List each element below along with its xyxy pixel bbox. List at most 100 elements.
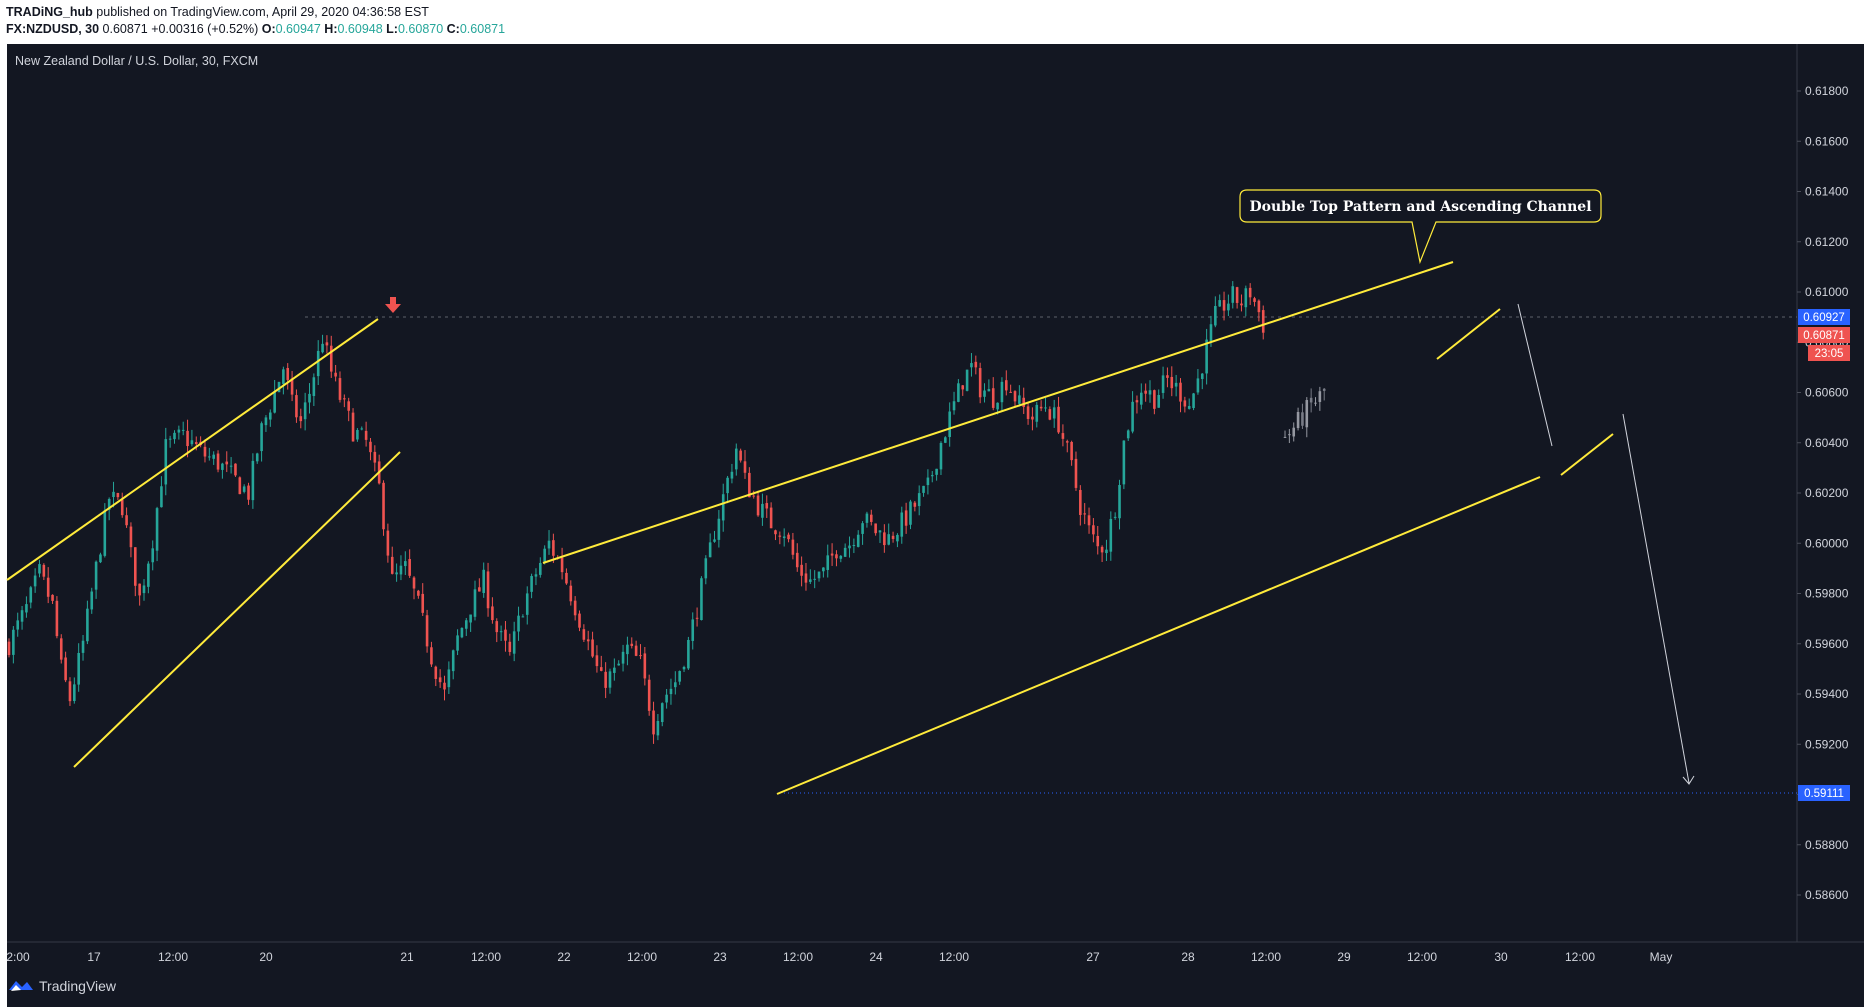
price-tick-label: 0.61800 xyxy=(1805,84,1849,98)
projected-candle xyxy=(1309,397,1313,403)
low-label: L: xyxy=(386,22,398,36)
candle xyxy=(578,613,581,628)
candle xyxy=(1153,390,1156,409)
candle xyxy=(303,402,307,420)
candle xyxy=(1192,393,1195,409)
candle xyxy=(238,477,242,495)
candle xyxy=(591,639,594,657)
candle xyxy=(630,643,634,646)
candle xyxy=(952,401,956,411)
candle xyxy=(447,669,451,688)
candle xyxy=(682,666,686,670)
candle xyxy=(277,381,281,393)
open-value: 0.60947 xyxy=(275,22,321,36)
candle xyxy=(103,510,107,556)
candle xyxy=(425,615,429,647)
candle xyxy=(883,532,886,546)
candle xyxy=(634,645,638,656)
candle xyxy=(473,589,477,617)
candle xyxy=(896,534,899,542)
candle xyxy=(856,534,860,547)
candle xyxy=(595,655,599,667)
candle xyxy=(508,641,512,652)
tradingview-logo[interactable]: TradingView xyxy=(8,978,116,994)
price-tag-target: 0.59111 xyxy=(1798,785,1850,801)
trendline-channel2-upper[interactable] xyxy=(542,261,1454,564)
candle xyxy=(1135,400,1139,403)
candle xyxy=(791,539,795,555)
price-axis[interactable]: 0.61800 0.61600 0.61400 0.61200 0.61000 0.608… xyxy=(1797,84,1849,902)
candle xyxy=(395,572,398,575)
close-label: C: xyxy=(446,22,460,36)
price-tick-label: 0.60600 xyxy=(1805,386,1849,400)
candle xyxy=(308,393,311,403)
candle xyxy=(978,368,982,398)
trendline-projected-support[interactable] xyxy=(1560,433,1614,476)
candle xyxy=(887,534,891,545)
candle xyxy=(133,547,137,586)
trendline-short-support[interactable] xyxy=(1436,308,1501,360)
candle xyxy=(608,671,612,688)
candle xyxy=(1074,458,1078,488)
candle xyxy=(669,688,673,695)
candle xyxy=(743,461,747,473)
candle xyxy=(613,667,616,673)
candle xyxy=(1092,525,1095,535)
candle xyxy=(112,491,115,498)
candle xyxy=(769,507,773,529)
candle xyxy=(552,540,555,556)
candle xyxy=(1174,382,1178,387)
time-tick-label: 21 xyxy=(400,950,414,964)
candle xyxy=(373,451,377,463)
time-tick-label: 12:00 xyxy=(158,950,188,964)
author-name[interactable]: TRADiNG_hub xyxy=(6,5,93,19)
candle xyxy=(565,572,568,584)
time-tick-label: 12:00 xyxy=(1565,950,1595,964)
time-tick-label: 17 xyxy=(87,950,101,964)
price-tag-red-text: 0.60871 xyxy=(1803,330,1845,342)
candle xyxy=(813,578,816,580)
candle xyxy=(843,547,847,557)
candle xyxy=(290,378,294,395)
annotation-callout[interactable]: Double Top Pattern and Ascending Channel xyxy=(1239,189,1602,265)
candle xyxy=(704,558,708,579)
candle xyxy=(86,608,89,642)
candle xyxy=(1079,489,1082,515)
candle xyxy=(543,548,546,562)
trendline-channel1-lower[interactable] xyxy=(73,451,401,768)
candle xyxy=(356,430,359,440)
trendline-channel1-upper[interactable] xyxy=(6,318,379,581)
close-value: 0.60871 xyxy=(459,22,506,36)
candle xyxy=(983,390,986,397)
candle xyxy=(739,450,742,461)
candle xyxy=(107,498,111,510)
candle xyxy=(417,590,420,596)
candle xyxy=(120,499,124,516)
candle xyxy=(12,629,15,655)
candle xyxy=(1257,300,1261,313)
candle xyxy=(94,561,98,590)
candle xyxy=(900,512,904,537)
candle xyxy=(116,492,120,498)
candle xyxy=(1227,303,1230,311)
countdown-tag: 23:05 xyxy=(1808,345,1850,361)
last-price: 0.60871 xyxy=(102,22,148,36)
candle xyxy=(913,502,917,507)
candle xyxy=(678,671,681,682)
candle xyxy=(469,614,472,623)
time-tick-label: 24 xyxy=(869,950,883,964)
candles-layer xyxy=(7,281,1326,744)
candle xyxy=(7,641,11,656)
candle xyxy=(168,438,172,440)
candle xyxy=(316,350,320,377)
candle xyxy=(20,610,24,622)
candle xyxy=(1231,286,1235,303)
candle xyxy=(247,485,250,500)
time-axis[interactable]: 2:00 17 12:00 20 21 12:00 22 12:00 23 12:00 24 12:0… xyxy=(6,950,1672,964)
candle xyxy=(229,465,233,467)
candle xyxy=(643,653,647,679)
candle xyxy=(1222,300,1226,311)
trendline-channel2-lower[interactable] xyxy=(776,476,1541,795)
candle xyxy=(817,571,821,579)
